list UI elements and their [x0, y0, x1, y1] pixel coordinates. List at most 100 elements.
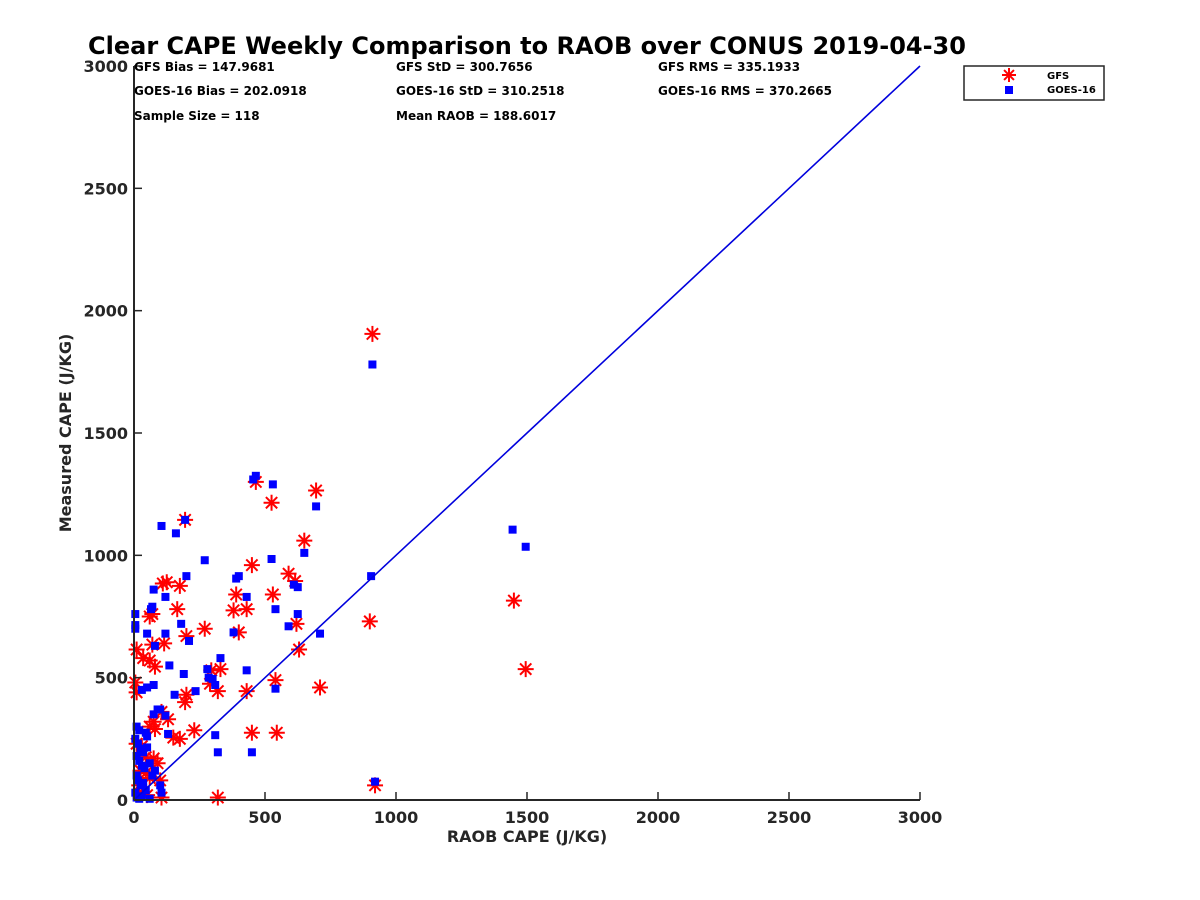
legend-asterisk-icon	[1002, 68, 1016, 82]
goes16-point	[141, 786, 150, 795]
stat-gfs-bias: GFS Bias = 147.9681	[134, 60, 275, 74]
goes16-point	[143, 743, 152, 752]
gfs-point	[505, 592, 522, 609]
gfs-point	[364, 325, 381, 342]
gfs-point	[169, 601, 186, 618]
goes16-point	[131, 788, 140, 797]
legend-marker-goes16	[1005, 86, 1013, 94]
stat-goes-rms: GOES-16 RMS = 370.2665	[658, 84, 832, 98]
goes16-point	[133, 776, 142, 785]
legend: GFS GOES-16	[963, 65, 1105, 101]
x-tick-label: 2000	[636, 808, 681, 827]
stat-mean-raob: Mean RAOB = 188.6017	[396, 109, 556, 123]
goes16-point	[293, 583, 302, 592]
y-tick-label: 2000	[83, 302, 128, 321]
y-tick-label: 1500	[83, 424, 128, 443]
goes16-point	[156, 705, 165, 714]
gfs-point	[186, 722, 203, 739]
plot-area	[127, 65, 921, 806]
gfs-point	[263, 494, 280, 511]
y-tick-label: 1000	[83, 546, 128, 565]
goes16-point	[150, 766, 159, 775]
goes16-point	[267, 555, 276, 564]
goes16-point	[171, 529, 180, 538]
goes16-point	[200, 556, 209, 565]
goes16-point	[131, 621, 140, 630]
goes16-point	[367, 572, 376, 581]
chart-title: Clear CAPE Weekly Comparison to RAOB ove…	[88, 32, 966, 60]
goes16-point	[135, 726, 144, 735]
goes16-point	[137, 792, 146, 801]
goes16-point	[368, 360, 377, 369]
goes16-point	[293, 610, 302, 619]
gfs-point	[158, 574, 175, 591]
goes16-point	[164, 729, 173, 738]
gfs-point	[296, 532, 313, 549]
stat-gfs-std: GFS StD = 300.7656	[396, 60, 533, 74]
goes16-point	[145, 759, 154, 768]
gfs-point	[171, 730, 188, 747]
goes16-point	[132, 751, 141, 760]
legend-label-goes16: GOES-16	[1047, 85, 1096, 96]
stat-sample-size: Sample Size = 118	[134, 109, 260, 123]
x-axis-label: RAOB CAPE (J/KG)	[447, 827, 607, 846]
goes16-point	[191, 687, 200, 696]
gfs-point	[361, 613, 378, 630]
goes16-point	[137, 685, 146, 694]
goes16-point	[135, 756, 144, 765]
goes16-point	[143, 629, 152, 638]
goes16-point	[232, 574, 241, 583]
gfs-point	[225, 602, 242, 619]
goes16-point	[161, 711, 170, 720]
goes16-point	[145, 794, 154, 803]
goes16-point	[156, 781, 165, 790]
stat-goes-std: GOES-16 StD = 310.2518	[396, 84, 565, 98]
goes16-point	[251, 471, 260, 480]
x-tick-label: 1500	[505, 808, 550, 827]
gfs-point	[312, 679, 329, 696]
gfs-point	[291, 641, 308, 658]
goes16-point	[213, 748, 222, 757]
goes16-point	[177, 619, 186, 628]
gfs-point	[238, 683, 255, 700]
goes16-point	[508, 525, 517, 534]
goes16-point	[132, 771, 141, 780]
goes16-point	[300, 548, 309, 557]
goes16-point	[149, 681, 158, 690]
goes16-point	[211, 681, 220, 690]
goes16-point	[131, 734, 140, 743]
goes16-point	[170, 690, 179, 699]
x-tick-label: 500	[248, 808, 281, 827]
y-tick-label: 500	[95, 669, 128, 688]
goes16-point	[150, 641, 159, 650]
axis-ticks: 0 500 1000 1500 2000 2500 3000 0 500 1000 1500 2000…	[83, 57, 942, 827]
goes16-point	[149, 710, 158, 719]
gfs-point	[128, 641, 145, 658]
gfs-point	[308, 482, 325, 499]
legend-box	[963, 65, 1105, 101]
gfs-point	[228, 586, 245, 603]
y-tick-label: 3000	[83, 57, 128, 76]
goes16-point	[165, 661, 174, 670]
gfs-point	[268, 724, 285, 741]
gfs-point	[135, 650, 152, 667]
x-tick-label: 1000	[374, 808, 419, 827]
stats-block: GFS Bias = 147.9681 GFS StD = 300.7656 G…	[134, 60, 832, 123]
goes16-point	[148, 602, 157, 611]
y-tick-label: 0	[117, 791, 128, 810]
goes16-point	[271, 684, 280, 693]
goes16-point	[161, 592, 170, 601]
goes16-point	[181, 515, 190, 524]
y-tick-label: 2500	[83, 179, 128, 198]
gfs-point	[196, 620, 213, 637]
legend-square-icon	[1005, 86, 1013, 94]
goes16-point	[229, 628, 238, 637]
goes16-point	[157, 521, 166, 530]
gfs-point	[238, 601, 255, 618]
gfs-point	[267, 672, 284, 689]
goes16-point	[131, 610, 140, 619]
legend-marker-gfs	[1002, 68, 1016, 82]
x-tick-label: 2500	[767, 808, 812, 827]
gfs-point	[146, 658, 163, 675]
